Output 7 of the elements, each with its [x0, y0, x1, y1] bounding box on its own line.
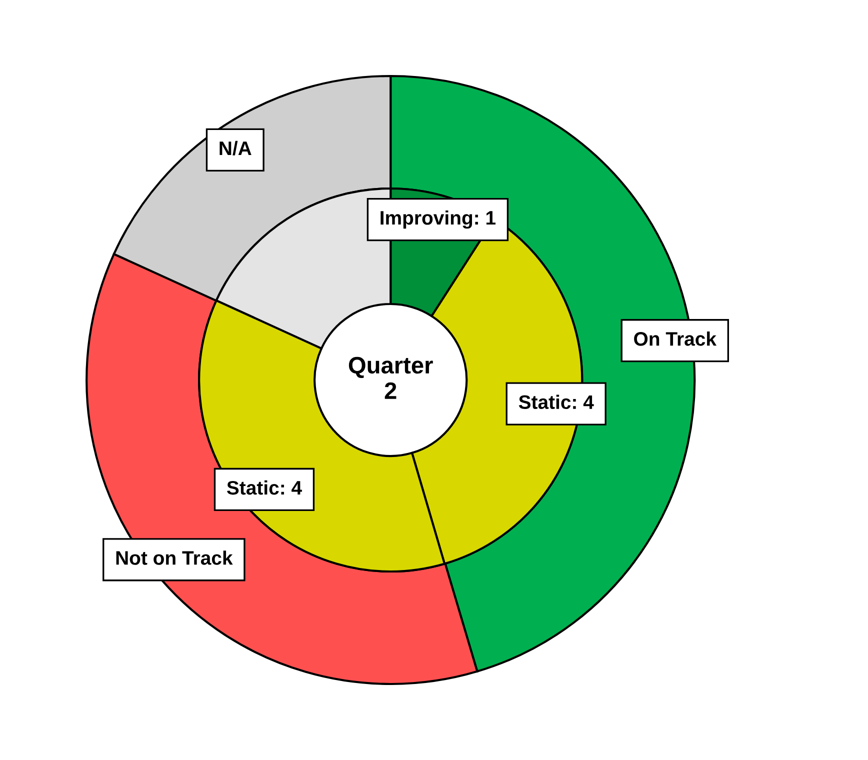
data-label: On Track — [634, 332, 717, 346]
data-label: N/A — [220, 140, 252, 156]
data-label: Improving: 1 — [380, 210, 496, 229]
data-label: Static: 4 — [518, 394, 594, 410]
data-label: Not on Track — [116, 550, 233, 565]
text: Quarter 2 — [348, 356, 433, 399]
data-label: Static: 4 — [226, 480, 302, 495]
